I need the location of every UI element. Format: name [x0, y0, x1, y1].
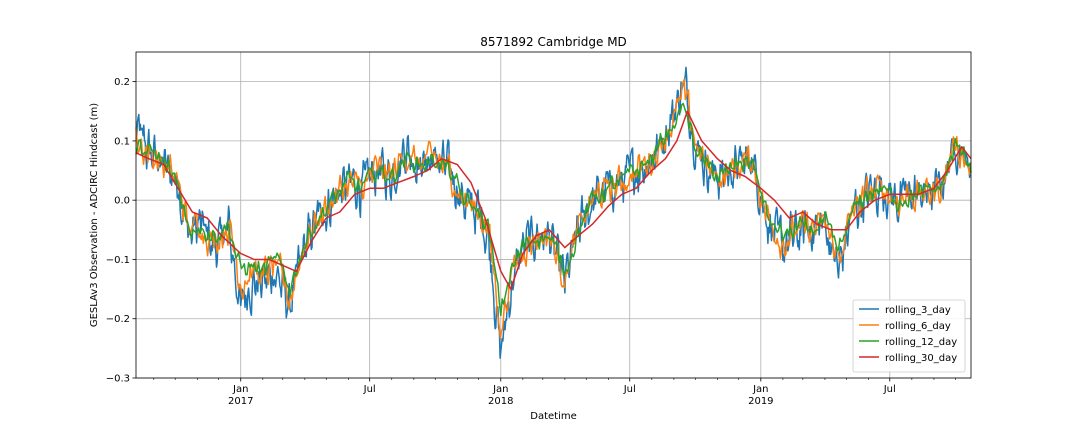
x-tick-label: Jul — [883, 384, 896, 395]
x-tick-label: Jul — [623, 384, 636, 395]
y-tick-label: 0.1 — [114, 136, 130, 147]
x-axis-label: Datetime — [530, 411, 577, 422]
x-tick-year-label: 2017 — [228, 396, 253, 407]
legend-box — [852, 299, 966, 373]
x-tick-label: Jan — [232, 384, 248, 395]
y-tick-label: −0.2 — [106, 314, 130, 325]
legend-label-rolling_3_day: rolling_3_day — [885, 305, 951, 316]
x-tick-year-label: 2019 — [748, 396, 773, 407]
series-line-rolling_3_day — [135, 66, 972, 359]
legend-label-rolling_6_day: rolling_6_day — [885, 321, 951, 332]
legend-label-rolling_12_day: rolling_12_day — [885, 337, 957, 348]
y-tick-label: 0.2 — [114, 77, 130, 88]
series-layer — [135, 66, 972, 359]
y-tick-label: −0.3 — [106, 374, 130, 385]
legend: rolling_3_day rolling_6_day rolling_12_day… — [852, 299, 966, 373]
y-axis-label: GESLAv3 Observation - ADCIRC Hindcast (m… — [89, 103, 100, 327]
series-line-rolling_30_day — [135, 110, 972, 290]
chart-title: 8571892 Cambridge MD — [480, 35, 627, 49]
x-tick-label: Jan — [492, 384, 508, 395]
plot-frame — [135, 51, 972, 379]
x-tick-year-label: 2018 — [488, 396, 513, 407]
x-tick-label: Jan — [752, 384, 768, 395]
y-tick-label: −0.1 — [106, 255, 130, 266]
x-tick-label: Jul — [363, 384, 376, 395]
y-tick-label: 0.0 — [114, 196, 130, 207]
legend-label-rolling_30_day: rolling_30_day — [885, 353, 957, 364]
